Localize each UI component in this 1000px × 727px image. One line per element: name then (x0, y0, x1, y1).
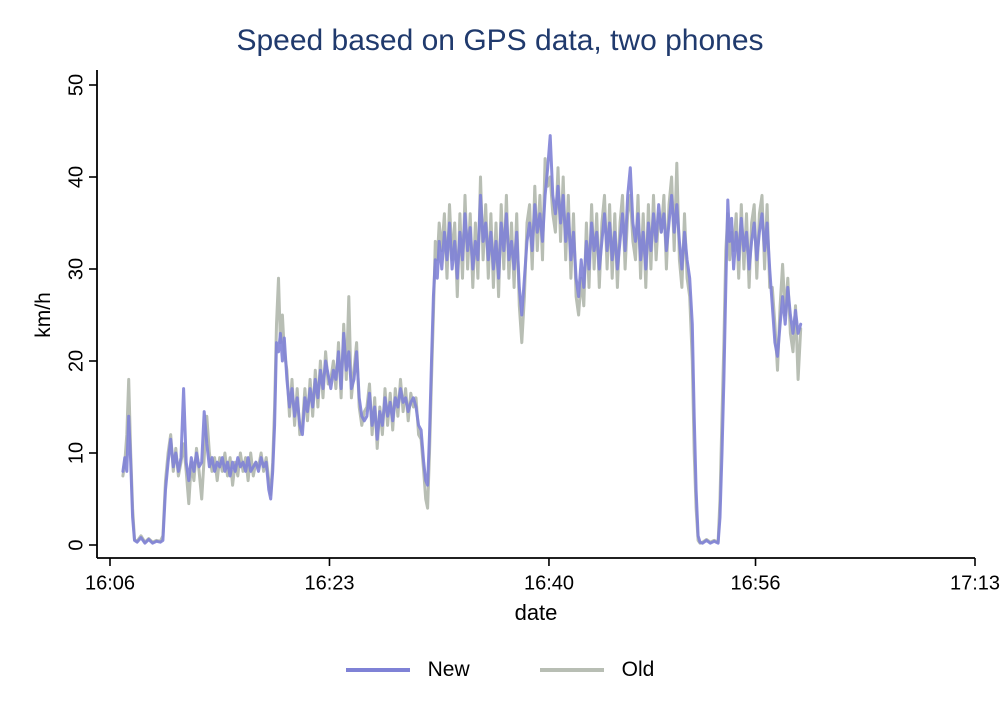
chart-title: Speed based on GPS data, two phones (236, 24, 764, 57)
y-axis-title: km/h (32, 292, 55, 338)
series-line-old (121, 157, 803, 545)
legend-line-swatch-old (539, 668, 604, 672)
x-tick-label-1606: 16:06 (84, 572, 136, 595)
y-tick-label-50: 50 (65, 73, 88, 97)
legend-line-swatch-new (345, 668, 410, 672)
x-tick-label-1640: 16:40 (523, 572, 575, 595)
series-line-new (121, 134, 803, 545)
y-tick-label-20: 20 (65, 349, 88, 373)
y-tick-label-10: 10 (65, 441, 88, 465)
x-tick-label-1623: 16:23 (304, 572, 355, 595)
legend-item-old: Old (539, 658, 655, 682)
legend-label-old: Old (621, 658, 655, 681)
legend-label-new: New (427, 658, 470, 681)
legend: New Old (0, 650, 1000, 690)
x-tick-label-1656: 16:56 (730, 572, 781, 595)
y-tick-label-30: 30 (65, 257, 88, 281)
y-tick-label-0: 0 (65, 539, 88, 551)
x-axis-title: date (514, 600, 558, 625)
x-tick-label-1713: 17:13 (949, 572, 1000, 595)
legend-item-new: New (345, 658, 470, 682)
y-tick-label-40: 40 (65, 165, 88, 189)
